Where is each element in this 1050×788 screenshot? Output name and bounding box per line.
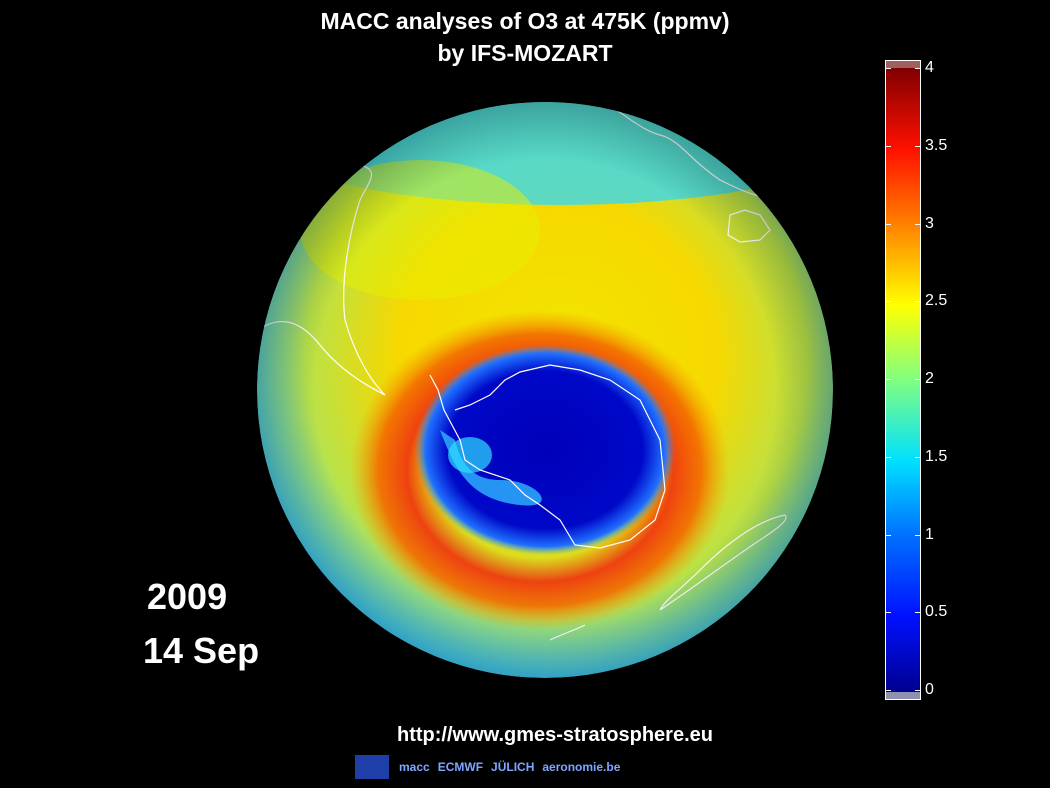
colorbar-tick-mark	[885, 456, 891, 458]
day-label: 14 Sep	[143, 630, 260, 671]
colorbar-tick-mark	[915, 301, 921, 303]
colorbar-tick-mark	[915, 534, 921, 536]
colorbar-tick-label: 1.5	[925, 447, 948, 465]
colorbar-tick-label: 1	[925, 525, 934, 543]
ecmwf-logo: ECMWF	[437, 760, 484, 774]
colorbar-tick-mark	[885, 612, 891, 614]
aeronomie-logo: aeronomie.be	[542, 760, 621, 774]
colorbar-tick-mark	[885, 145, 891, 147]
colorbar-tick-mark	[915, 456, 921, 458]
julich-logo: JÜLICH	[491, 760, 535, 774]
colorbar-tick-mark	[885, 301, 891, 303]
colorbar-tick-mark	[915, 145, 921, 147]
colorbar-tick-mark	[885, 223, 891, 225]
colorbar-tick-mark	[885, 68, 891, 69]
colorbar-tick-label: 0.5	[925, 603, 948, 621]
colorbar-tick-label: 2.5	[925, 292, 948, 310]
map-subtitle: by IFS-MOZART	[437, 40, 613, 66]
colorbar-tick-label: 0	[925, 681, 934, 698]
colorbar-legend	[885, 60, 921, 700]
colorbar-tick-mark	[915, 690, 921, 691]
year-label: 2009	[147, 576, 228, 617]
colorbar-tick-mark	[885, 379, 891, 380]
source-url[interactable]: http://www.gmes-stratosphere.eu	[397, 724, 713, 746]
colorbar-tick-mark	[915, 379, 921, 380]
eu-logo-icon	[355, 755, 391, 779]
colorbar-tick-label: 3.5	[925, 136, 948, 154]
colorbar-tick-label: 3	[925, 214, 934, 232]
partner-logos: macc ECMWF JÜLICH aeronomie.be	[355, 753, 620, 781]
colorbar-tick-label: 4	[925, 59, 934, 76]
colorbar-tick-mark	[915, 68, 921, 69]
colorbar-tick-mark	[915, 612, 921, 614]
colorbar-tick-mark	[885, 690, 891, 691]
colorbar-tick-label: 2	[925, 370, 934, 387]
macc-logo: macc	[399, 760, 430, 774]
colorbar-tick-mark	[915, 223, 921, 225]
colorbar-tick-mark	[885, 534, 891, 536]
map-title: MACC analyses of O3 at 475K (ppmv)	[320, 8, 730, 34]
